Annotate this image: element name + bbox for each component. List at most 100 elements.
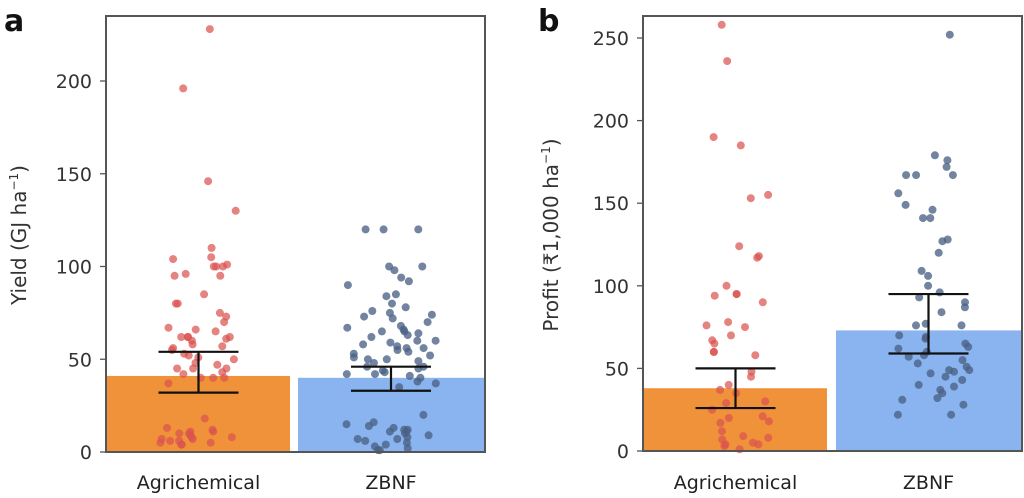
data-point: [220, 318, 229, 327]
data-point: [215, 308, 224, 317]
data-point: [754, 440, 763, 449]
data-point: [170, 271, 179, 280]
data-point: [716, 418, 725, 427]
data-point: [761, 397, 770, 406]
data-point: [205, 25, 214, 34]
data-point: [717, 20, 726, 29]
data-point: [727, 331, 735, 340]
data-point: [209, 373, 218, 382]
data-point: [722, 399, 731, 408]
data-point: [937, 308, 946, 317]
data-point: [753, 253, 762, 262]
data-point: [894, 189, 903, 198]
data-point: [414, 329, 423, 338]
data-point: [747, 372, 755, 381]
data-point: [924, 281, 933, 290]
data-point: [343, 323, 352, 332]
data-point: [958, 376, 967, 384]
data-point: [386, 338, 395, 347]
panel-b: b 0 50 100 150 200 250 Agrichemical ZBNF Profi…: [538, 4, 1023, 494]
data-point: [371, 370, 379, 379]
data-point: [403, 444, 412, 453]
data-point: [724, 414, 733, 422]
data-point: [404, 277, 413, 286]
data-point: [732, 290, 741, 299]
data-point: [710, 291, 719, 300]
data-point: [735, 445, 744, 454]
data-point: [933, 394, 942, 403]
data-point: [231, 206, 240, 215]
data-point: [419, 410, 428, 419]
data-point: [942, 162, 951, 171]
data-point: [724, 318, 733, 327]
data-point: [204, 177, 213, 186]
data-point: [716, 385, 724, 394]
data-point: [758, 298, 767, 307]
data-point: [764, 433, 773, 442]
data-point: [227, 433, 236, 442]
y-tick-label: 200: [593, 111, 629, 133]
data-point: [156, 438, 165, 447]
data-point: [173, 364, 182, 373]
y-axis-ticks: 0 50 100 150 200: [56, 71, 106, 464]
data-point: [361, 436, 370, 445]
data-point: [206, 438, 215, 447]
data-point: [959, 400, 968, 409]
data-point: [175, 429, 184, 438]
x-axis-labels: Agrichemical ZBNF: [674, 472, 954, 494]
data-point: [894, 344, 903, 353]
data-point: [349, 353, 358, 362]
data-point: [179, 84, 188, 93]
data-point: [709, 133, 718, 142]
data-point: [746, 194, 755, 203]
data-point: [912, 321, 920, 330]
data-point: [934, 248, 943, 257]
data-point: [419, 344, 428, 353]
data-point: [343, 281, 352, 290]
data-point: [964, 342, 973, 351]
y-axis-title-sup: −1: [539, 146, 553, 164]
data-point: [898, 395, 907, 404]
data-point: [179, 370, 188, 379]
data-point: [377, 327, 386, 336]
data-point: [735, 242, 744, 251]
y-tick-label: 150: [56, 164, 92, 186]
data-point: [926, 214, 935, 223]
y-tick-label: 200: [56, 71, 92, 93]
data-point: [222, 334, 231, 343]
data-point: [164, 379, 173, 388]
data-point: [177, 440, 186, 449]
data-point: [393, 346, 402, 354]
y-axis-title-main: Profit (₹1,000 ha: [539, 164, 563, 332]
data-point: [212, 262, 221, 271]
data-point: [367, 333, 376, 341]
data-point: [722, 281, 731, 290]
data-point: [404, 347, 413, 356]
plot-frame: [105, 15, 486, 453]
data-point: [950, 367, 958, 376]
data-point: [200, 290, 209, 299]
y-tick-label: 0: [617, 441, 629, 463]
panel-letter-b: b: [538, 4, 559, 39]
data-point: [895, 331, 904, 340]
data-point: [401, 303, 410, 312]
data-point: [405, 371, 414, 380]
data-point: [388, 314, 397, 323]
data-point: [395, 383, 404, 392]
x-tick-label: ZBNF: [365, 472, 416, 494]
data-point: [709, 347, 718, 356]
data-point: [431, 336, 440, 345]
error-bars: [158, 350, 431, 394]
y-tick-label: 100: [593, 276, 629, 298]
data-point: [414, 225, 423, 234]
data-point: [710, 339, 719, 348]
data-point: [342, 370, 351, 379]
y-axis-title-main: Yield (GJ ha: [7, 191, 31, 306]
data-point: [353, 435, 362, 443]
data-point: [958, 356, 967, 365]
data-point: [342, 420, 351, 429]
data-point: [163, 423, 171, 432]
x-tick-label: Agrichemical: [674, 472, 797, 494]
data-point: [924, 271, 933, 280]
